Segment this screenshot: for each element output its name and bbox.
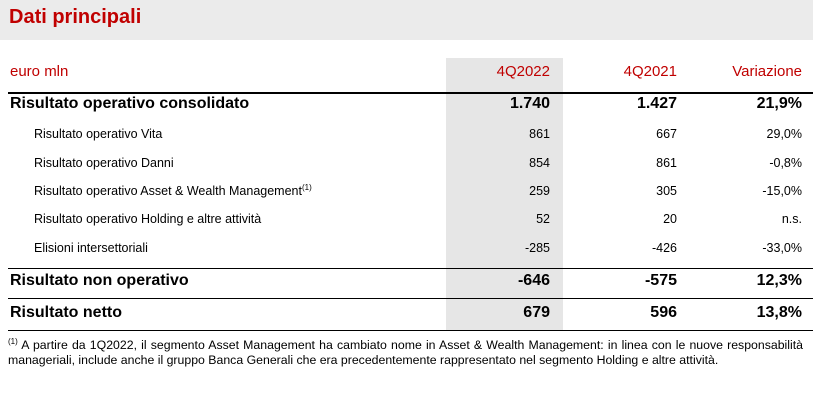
table-row-label: Risultato netto	[10, 304, 122, 321]
table-row-label: Risultato operativo Danni	[34, 156, 174, 170]
row-divider	[8, 268, 813, 269]
table-row-label: Risultato operativo Vita	[34, 127, 163, 141]
footnote-reference: (1)	[301, 182, 312, 192]
table-row-label: Risultato operativo consolidato	[10, 95, 250, 112]
row-divider	[8, 298, 813, 299]
column-header-4q2021: 4Q2021	[623, 63, 677, 80]
page-title: Dati principali	[9, 6, 142, 28]
table-cell-variazione: -0,8%	[769, 156, 802, 170]
title-band	[0, 0, 813, 40]
table-cell-4q2021: 305	[656, 184, 677, 198]
table-cell-4q2021: 20	[663, 212, 677, 226]
table-cell-4q2022: 854	[529, 156, 550, 170]
table-cell-4q2021: -575	[644, 272, 677, 289]
table-cell-4q2021: 596	[650, 304, 677, 321]
table-cell-variazione: 12,3%	[756, 272, 802, 289]
table-cell-4q2022: 259	[529, 184, 550, 198]
footnote: (1) A partire da 1Q2022, il segmento Ass…	[8, 336, 803, 368]
table-cell-4q2022: -646	[517, 272, 550, 289]
table-cell-variazione: 21,9%	[756, 95, 802, 112]
highlight-column-4q2022	[446, 58, 563, 330]
table-cell-4q2022: 679	[523, 304, 550, 321]
table-cell-variazione: 29,0%	[766, 127, 802, 141]
table-row-label: Elisioni intersettoriali	[34, 241, 148, 255]
column-header-variazione: Variazione	[732, 63, 802, 80]
table-cell-4q2021: 1.427	[636, 95, 677, 112]
table-row-label: Risultato non operativo	[10, 272, 189, 289]
table-cell-4q2022: -285	[524, 241, 550, 255]
table-cell-4q2021: -426	[651, 241, 677, 255]
table-row-label: Risultato operativo Holding e altre atti…	[34, 212, 262, 226]
table-cell-4q2022: 861	[529, 127, 550, 141]
table-cell-variazione: 13,8%	[756, 304, 802, 321]
table-cell-4q2021: 667	[656, 127, 677, 141]
footnote-mark: (1)	[8, 336, 18, 346]
table-cell-variazione: -15,0%	[762, 184, 802, 198]
table-bottom-divider	[8, 330, 813, 331]
table-row-label-text: Risultato operativo Asset & Wealth Manag…	[34, 184, 302, 198]
table-cell-variazione: n.s.	[781, 212, 802, 226]
table-cell-variazione: -33,0%	[762, 241, 802, 255]
header-divider	[8, 92, 813, 94]
table-cell-4q2022: 52	[536, 212, 550, 226]
table-cell-4q2021: 861	[656, 156, 677, 170]
table-cell-4q2022: 1.740	[509, 95, 550, 112]
table-row-label: Risultato operativo Asset & Wealth Manag…	[34, 182, 312, 198]
footnote-text: A partire da 1Q2022, il segmento Asset M…	[8, 338, 803, 367]
column-header-4q2022: 4Q2022	[496, 63, 550, 80]
unit-header: euro mln	[10, 63, 69, 80]
